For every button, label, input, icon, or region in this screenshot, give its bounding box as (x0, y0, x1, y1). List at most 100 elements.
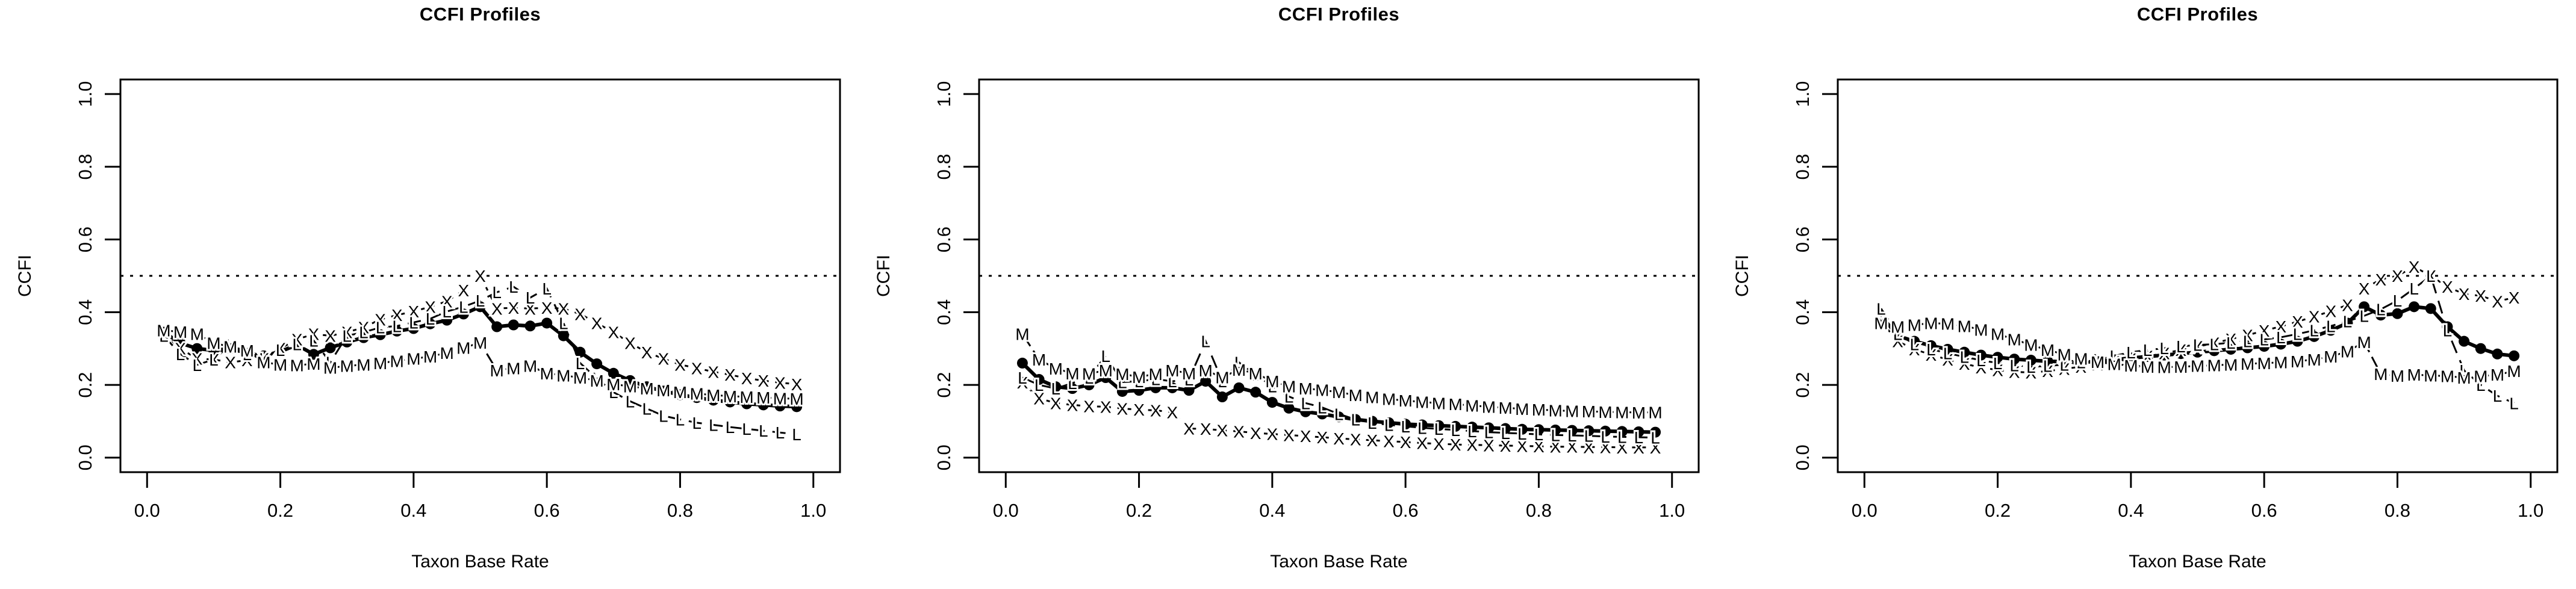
svg-text:X: X (2142, 347, 2153, 366)
svg-text:0.2: 0.2 (1126, 500, 1152, 521)
svg-text:X: X (641, 343, 653, 362)
svg-text:M: M (1891, 318, 1905, 337)
svg-text:M: M (1874, 314, 1888, 332)
svg-text:X: X (1416, 434, 1428, 453)
ccfi-panel-2: CCFI Profiles CCFI 0.0 0.2 0.4 0.6 0.8 1.0 0.0… (859, 0, 1717, 589)
svg-text:0.2: 0.2 (1792, 372, 1813, 398)
svg-text:L: L (2376, 301, 2386, 319)
svg-text:L: L (2276, 328, 2286, 347)
svg-text:X: X (308, 325, 320, 344)
svg-text:X: X (158, 325, 170, 344)
svg-text:X: X (1300, 427, 1311, 446)
svg-text:M: M (1249, 364, 1263, 383)
svg-text:M: M (2207, 357, 2221, 375)
svg-text:X: X (2225, 330, 2236, 349)
svg-text:M: M (2024, 336, 2038, 355)
svg-text:X: X (758, 372, 769, 390)
svg-text:X: X (1233, 422, 1245, 441)
svg-text:L: L (1384, 416, 1394, 435)
svg-text:L: L (742, 420, 751, 438)
svg-text:L: L (1367, 414, 1377, 432)
svg-text:0.4: 0.4 (2118, 500, 2144, 521)
svg-text:M: M (2224, 355, 2238, 374)
svg-text:M: M (590, 372, 603, 390)
svg-text:L: L (292, 335, 302, 354)
svg-text:L: L (1451, 421, 1460, 440)
svg-text:L: L (1893, 325, 1903, 344)
svg-text:L: L (1959, 348, 1969, 367)
svg-text:M: M (2341, 343, 2354, 361)
svg-text:L: L (176, 345, 185, 364)
svg-text:X: X (624, 334, 636, 353)
svg-text:X: X (2392, 267, 2403, 285)
svg-text:L: L (1218, 372, 1227, 391)
svg-text:L: L (442, 302, 452, 321)
svg-text:X: X (291, 331, 303, 349)
svg-text:L: L (2509, 394, 2519, 413)
svg-text:M: M (2424, 366, 2438, 385)
svg-text:M: M (1082, 364, 1096, 383)
svg-text:X: X (1483, 436, 1495, 455)
svg-text:X: X (708, 363, 719, 381)
svg-text:M: M (2441, 367, 2454, 386)
svg-text:L: L (2293, 325, 2303, 344)
svg-text:L: L (1926, 340, 1936, 359)
svg-text:X: X (1533, 437, 1545, 456)
svg-text:M: M (1382, 390, 1396, 409)
svg-text:L: L (2143, 341, 2153, 360)
svg-text:L: L (1484, 423, 1494, 442)
svg-text:X: X (1400, 433, 1411, 452)
svg-text:X: X (2175, 341, 2186, 360)
svg-text:M: M (1065, 364, 1079, 383)
svg-text:M: M (2357, 333, 2371, 352)
svg-text:M: M (723, 387, 737, 406)
svg-text:M: M (2141, 358, 2154, 376)
svg-text:L: L (1184, 370, 1194, 389)
svg-text:L: L (1601, 428, 1610, 446)
svg-text:M: M (173, 323, 187, 341)
svg-text:X: X (1250, 424, 1262, 443)
svg-text:L: L (1467, 422, 1477, 441)
svg-text:M: M (2058, 345, 2071, 364)
svg-text:X: X (1333, 429, 1345, 448)
svg-text:X: X (2092, 355, 2103, 374)
svg-text:X: X (2459, 285, 2470, 304)
svg-text:M: M (2174, 358, 2188, 376)
svg-text:M: M (1908, 316, 1921, 335)
svg-text:L: L (776, 423, 785, 442)
svg-text:L: L (2426, 267, 2436, 285)
svg-text:X: X (524, 299, 536, 318)
svg-text:L: L (2159, 339, 2169, 358)
svg-text:X: X (2292, 313, 2303, 331)
svg-text:M: M (273, 355, 287, 374)
svg-text:0.2: 0.2 (75, 372, 96, 398)
svg-text:L: L (2393, 291, 2403, 310)
svg-text:L: L (692, 414, 702, 432)
svg-text:L: L (726, 418, 735, 437)
svg-text:L: L (342, 327, 352, 346)
svg-text:M: M (290, 357, 304, 375)
svg-text:M: M (1332, 383, 1346, 402)
svg-text:M: M (2307, 351, 2321, 369)
svg-text:X: X (2425, 267, 2436, 285)
panel-2-plot-area: 0.0 0.2 0.4 0.6 0.8 1.00.00.20.40.60.81.0XX X X… (933, 78, 1700, 521)
svg-text:X: X (441, 292, 453, 311)
svg-text:X: X (674, 355, 686, 374)
svg-text:X: X (2325, 302, 2336, 321)
svg-text:L: L (2259, 331, 2269, 349)
svg-text:M: M (1515, 400, 1529, 419)
svg-text:M: M (1924, 314, 1938, 332)
svg-text:1.0: 1.0 (933, 81, 954, 107)
svg-text:L: L (642, 399, 652, 418)
svg-text:X: X (1892, 332, 1903, 351)
svg-text:M: M (1432, 394, 1446, 413)
svg-text:X: X (2059, 360, 2070, 379)
svg-text:0.8: 0.8 (75, 154, 96, 179)
svg-text:0.0: 0.0 (134, 500, 160, 521)
svg-text:L: L (459, 298, 468, 316)
svg-text:M: M (689, 385, 703, 404)
svg-text:L: L (2209, 335, 2219, 354)
svg-text:X: X (724, 366, 736, 384)
svg-text:M: M (1532, 400, 1546, 419)
